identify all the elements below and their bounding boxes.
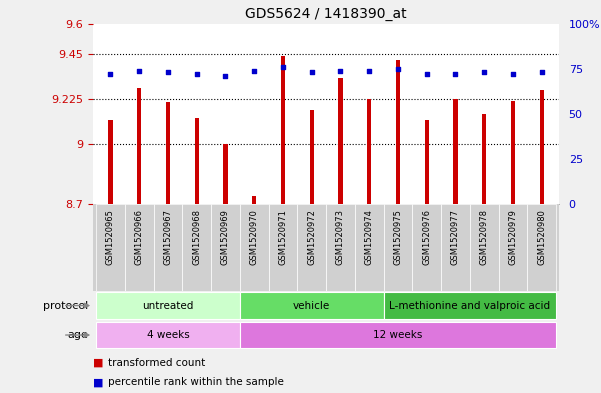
Point — [249, 68, 259, 74]
Text: 12 weeks: 12 weeks — [373, 330, 423, 340]
Text: GSM1520975: GSM1520975 — [394, 209, 403, 264]
Text: GSM1520965: GSM1520965 — [106, 209, 115, 264]
Text: L-methionine and valproic acid: L-methionine and valproic acid — [389, 301, 551, 310]
Point — [508, 71, 517, 77]
Text: GSM1520978: GSM1520978 — [480, 209, 489, 264]
Text: percentile rank within the sample: percentile rank within the sample — [108, 377, 284, 387]
Text: GSM1520979: GSM1520979 — [508, 209, 517, 264]
FancyBboxPatch shape — [96, 322, 240, 348]
Text: GSM1520969: GSM1520969 — [221, 209, 230, 264]
Bar — [482, 114, 486, 204]
FancyBboxPatch shape — [326, 204, 355, 291]
Text: GSM1520971: GSM1520971 — [278, 209, 287, 264]
Text: ■: ■ — [93, 358, 107, 368]
Bar — [137, 88, 141, 204]
Text: GSM1520980: GSM1520980 — [537, 209, 546, 264]
FancyBboxPatch shape — [383, 292, 556, 319]
Text: GSM1520972: GSM1520972 — [307, 209, 316, 264]
Text: GSM1520974: GSM1520974 — [365, 209, 374, 264]
Point — [106, 71, 115, 77]
Bar — [338, 78, 343, 204]
Text: protocol: protocol — [43, 301, 88, 310]
Point — [307, 69, 317, 75]
FancyBboxPatch shape — [527, 204, 556, 291]
Point — [221, 73, 230, 79]
FancyBboxPatch shape — [125, 204, 153, 291]
Point — [393, 66, 403, 72]
Text: GSM1520977: GSM1520977 — [451, 209, 460, 264]
Text: age: age — [68, 330, 88, 340]
Bar — [310, 110, 314, 204]
Point — [192, 71, 201, 77]
Bar — [108, 120, 112, 204]
Bar — [367, 99, 371, 204]
Bar — [166, 102, 170, 204]
Text: untreated: untreated — [142, 301, 194, 310]
FancyBboxPatch shape — [269, 204, 297, 291]
Bar — [252, 196, 256, 204]
FancyBboxPatch shape — [182, 204, 211, 291]
Point — [422, 71, 432, 77]
FancyBboxPatch shape — [240, 322, 556, 348]
Bar — [396, 60, 400, 204]
Bar — [424, 120, 429, 204]
Bar — [511, 101, 515, 204]
FancyBboxPatch shape — [297, 204, 326, 291]
Text: GSM1520967: GSM1520967 — [163, 209, 172, 264]
Text: GSM1520973: GSM1520973 — [336, 209, 345, 264]
Point — [163, 69, 172, 75]
FancyBboxPatch shape — [470, 204, 499, 291]
Text: GSM1520968: GSM1520968 — [192, 209, 201, 264]
Title: GDS5624 / 1418390_at: GDS5624 / 1418390_at — [245, 7, 407, 21]
Point — [278, 64, 288, 70]
FancyBboxPatch shape — [441, 204, 470, 291]
Text: GSM1520970: GSM1520970 — [249, 209, 258, 264]
Text: transformed count: transformed count — [108, 358, 206, 368]
Point — [480, 69, 489, 75]
FancyBboxPatch shape — [499, 204, 527, 291]
FancyBboxPatch shape — [153, 204, 182, 291]
Bar — [195, 118, 199, 204]
FancyBboxPatch shape — [240, 292, 383, 319]
Point — [135, 68, 144, 74]
Text: GSM1520966: GSM1520966 — [135, 209, 144, 264]
Text: ■: ■ — [93, 377, 107, 387]
FancyBboxPatch shape — [355, 204, 383, 291]
FancyBboxPatch shape — [383, 204, 412, 291]
Point — [451, 71, 460, 77]
Point — [335, 68, 345, 74]
Text: 4 weeks: 4 weeks — [147, 330, 189, 340]
Point — [537, 69, 546, 75]
FancyBboxPatch shape — [96, 292, 240, 319]
Text: GSM1520976: GSM1520976 — [422, 209, 431, 264]
Point — [364, 68, 374, 74]
Bar — [223, 144, 228, 204]
Bar — [540, 90, 544, 204]
FancyBboxPatch shape — [240, 204, 269, 291]
Bar — [453, 99, 457, 204]
Bar — [281, 56, 285, 204]
FancyBboxPatch shape — [211, 204, 240, 291]
FancyBboxPatch shape — [412, 204, 441, 291]
FancyBboxPatch shape — [96, 204, 125, 291]
Text: vehicle: vehicle — [293, 301, 331, 310]
